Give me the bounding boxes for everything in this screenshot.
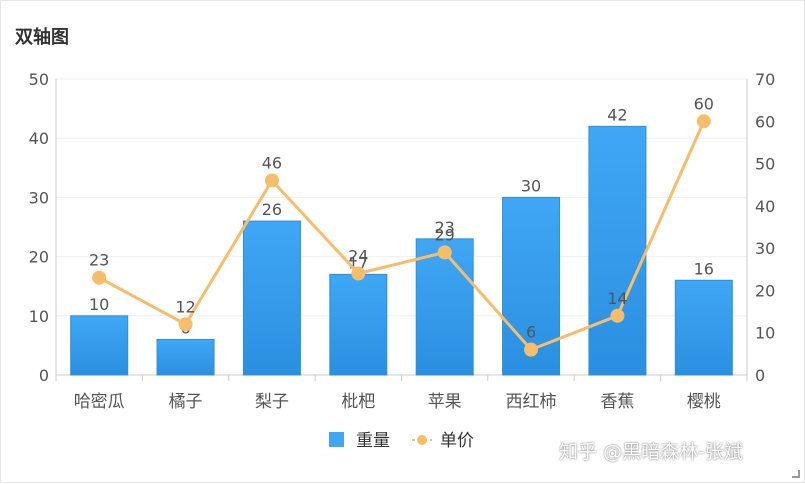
bar-data-label: 30 [521, 176, 541, 195]
line-data-label: 29 [435, 225, 455, 244]
x-tick-label: 香蕉 [600, 392, 634, 412]
bar-data-label: 26 [262, 200, 282, 219]
line-point [524, 342, 539, 357]
y-left-tick-label: 20 [29, 248, 49, 267]
line-data-label: 60 [694, 94, 714, 113]
line-point [264, 173, 279, 188]
line-data-label: 46 [262, 153, 282, 172]
y-right-tick-label: 50 [755, 155, 775, 174]
x-tick-label: 樱桃 [687, 392, 721, 412]
line-point [92, 270, 107, 285]
legend-bar-swatch [329, 432, 344, 447]
y-left-tick-label: 10 [29, 307, 49, 326]
line-data-label: 14 [607, 289, 627, 308]
line-point [610, 308, 625, 323]
bar-data-label: 23 [435, 218, 455, 237]
y-right-tick-label: 70 [755, 70, 775, 89]
bar-data-label: 10 [89, 295, 109, 314]
legend-label-price: 单价 [440, 431, 474, 451]
watermark: 知乎 @黑暗森林-张斌 [559, 441, 743, 463]
line-point [351, 266, 366, 281]
chart-title: 双轴图 [15, 27, 69, 48]
bar [156, 338, 215, 376]
y-left-tick-label: 50 [29, 70, 49, 89]
x-tick-label: 哈密瓜 [74, 392, 125, 412]
x-tick-label: 西红柿 [506, 392, 557, 412]
line-data-label: 12 [175, 297, 195, 316]
bar [415, 238, 474, 376]
line-data-label: 6 [526, 323, 536, 342]
line-point [437, 245, 452, 260]
bar [70, 315, 129, 376]
legend-label-weight: 重量 [356, 431, 390, 451]
y-right-tick-label: 0 [755, 366, 765, 385]
bar [329, 273, 388, 376]
y-left-tick-label: 0 [39, 366, 49, 385]
legend-line-marker [417, 435, 427, 445]
y-right-tick-label: 30 [755, 239, 775, 258]
x-tick-label: 梨子 [255, 392, 289, 412]
bar [242, 220, 301, 376]
line-point [696, 114, 711, 129]
y-left-tick-label: 30 [29, 188, 49, 207]
y-right-tick-label: 10 [755, 324, 775, 343]
bar-data-label: 42 [607, 105, 627, 124]
x-tick-label: 枇杷 [341, 392, 375, 412]
line-point [178, 317, 193, 332]
x-tick-label: 橘子 [169, 392, 203, 412]
y-right-tick-label: 60 [755, 112, 775, 131]
line-data-label: 23 [89, 251, 109, 270]
y-right-tick-label: 20 [755, 281, 775, 300]
x-tick-label: 苹果 [428, 392, 462, 412]
resize-grip[interactable] [792, 470, 800, 478]
y-right-tick-label: 40 [755, 197, 775, 216]
y-left-tick-label: 40 [29, 129, 49, 148]
bar [588, 125, 647, 376]
line-series-path [98, 120, 706, 352]
line-data-label: 24 [348, 247, 368, 266]
bar-data-label: 16 [694, 259, 714, 278]
bar [674, 279, 733, 376]
